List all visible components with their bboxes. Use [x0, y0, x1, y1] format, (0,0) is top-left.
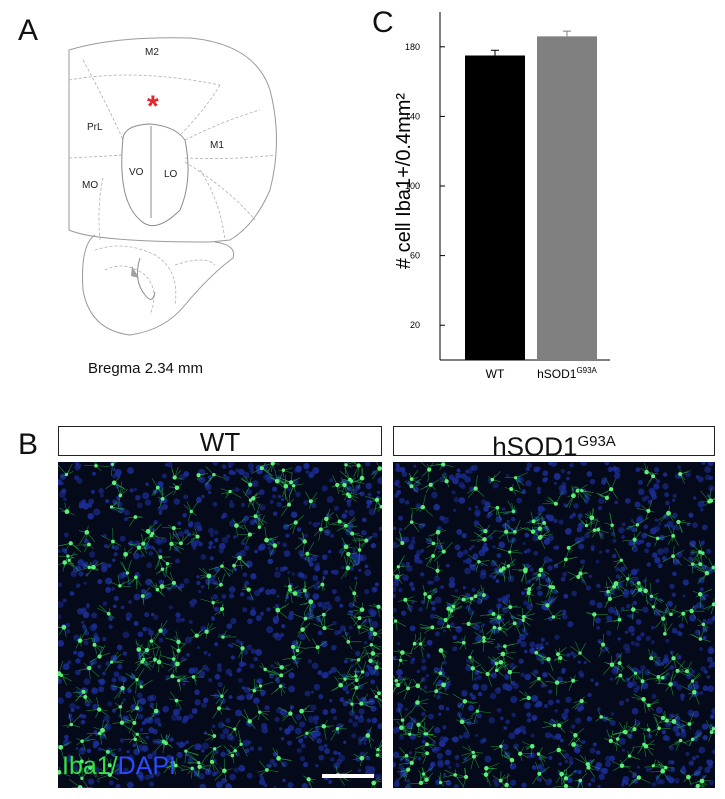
- dapi-nuclei: [58, 462, 382, 788]
- y-tick-label: 180: [405, 42, 420, 52]
- y-tick-label: 20: [410, 320, 420, 330]
- brain-atlas-diagram: M2 PrL M1 MO VO LO *: [68, 37, 277, 336]
- dapi-stain-label: DAPI: [117, 752, 176, 780]
- x-tick-label: hSOD1G93A: [537, 366, 597, 381]
- microglia-cells: [58, 462, 382, 788]
- panel-letter-c: C: [372, 6, 394, 39]
- mutant-panel-title: hSOD1G93A: [393, 426, 715, 462]
- region-label-mo: MO: [82, 180, 98, 191]
- iba1-stain-label: Iba1: [62, 752, 111, 780]
- y-axis-label: # cell Iba1+/0.4mm²: [393, 93, 415, 270]
- y-tick-label: 60: [410, 251, 420, 261]
- wt-panel-title: WT: [58, 426, 382, 457]
- panel-letter-a: A: [18, 14, 39, 47]
- wt-micrograph: [58, 462, 382, 788]
- bregma-caption: Bregma 2.34 mm: [88, 360, 204, 377]
- region-label-lo: LO: [164, 169, 178, 180]
- mutant-micrograph: [393, 462, 715, 788]
- region-label-m1: M1: [210, 140, 224, 151]
- panel-letter-b: B: [18, 428, 39, 461]
- sampling-site-marker: *: [147, 90, 159, 123]
- region-label-vo: VO: [129, 167, 144, 178]
- micrograph-background: [393, 462, 715, 788]
- y-tick-label: 140: [405, 111, 420, 121]
- y-tick-label: 100: [405, 181, 420, 191]
- bar-1: [537, 36, 597, 361]
- x-tick-label: WT: [486, 367, 505, 381]
- microglia-cells: [393, 462, 715, 788]
- region-label-m2: M2: [145, 47, 159, 58]
- dapi-nuclei: [393, 462, 715, 788]
- scale-bar: [322, 774, 374, 778]
- bar-0: [465, 55, 525, 360]
- region-label-prl: PrL: [87, 122, 103, 133]
- bar-chart: 20 60 100 140 180 # cell Iba1+/0.4mm² WT hSOD1G…: [393, 12, 610, 381]
- stain-legend: Iba1/DAPI: [62, 752, 176, 780]
